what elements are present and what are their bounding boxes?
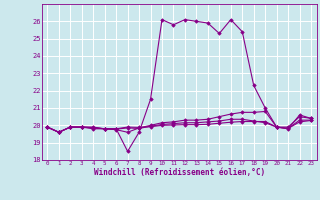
X-axis label: Windchill (Refroidissement éolien,°C): Windchill (Refroidissement éolien,°C) bbox=[94, 168, 265, 177]
